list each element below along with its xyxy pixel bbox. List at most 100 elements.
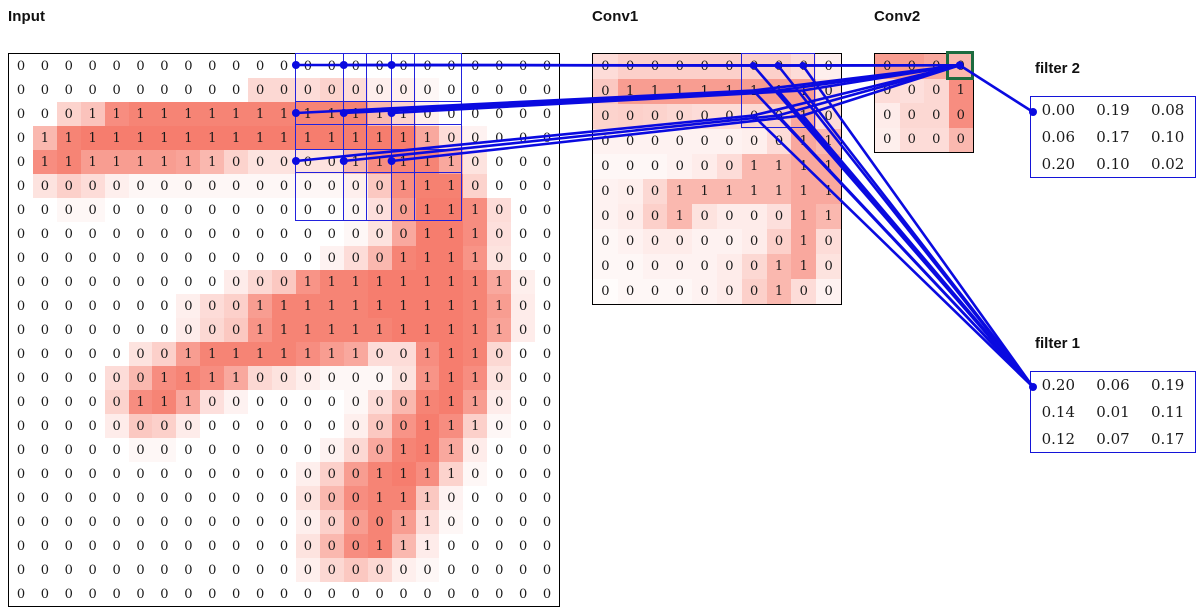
grid-cell: 0 (487, 582, 512, 606)
filter-cell: 0.20 (1041, 154, 1076, 173)
grid-cell: 0 (717, 279, 742, 304)
filter-cell: 0.10 (1150, 127, 1185, 146)
grid-cell: 0 (56, 462, 81, 486)
grid-cell: 0 (367, 390, 392, 414)
filter-1-title: filter 1 (1035, 335, 1081, 352)
grid-cell: 0 (367, 78, 392, 102)
grid-cell: 1 (272, 318, 296, 342)
grid-cell: 0 (343, 390, 368, 414)
grid-cell: 0 (295, 174, 320, 198)
grid-cell: 0 (667, 279, 693, 304)
grid-cell: 0 (367, 54, 392, 78)
grid-cell: 0 (9, 366, 33, 390)
conv2-target-highlight[interactable] (945, 51, 974, 80)
grid-cell: 1 (200, 366, 225, 390)
grid-cell: 1 (176, 390, 201, 414)
grid-cell: 0 (415, 582, 440, 606)
grid-cell: 0 (391, 78, 416, 102)
grid-cell: 0 (367, 558, 392, 582)
grid-cell: 1 (741, 154, 767, 179)
grid-cell: 0 (319, 198, 344, 222)
grid-cell: 0 (511, 390, 536, 414)
grid-cell: 0 (487, 366, 512, 390)
grid-cell: 0 (439, 558, 464, 582)
grid-cell: 0 (367, 510, 392, 534)
grid-cell: 0 (535, 294, 559, 318)
grid-cell: 0 (80, 78, 105, 102)
grid-cell: 0 (104, 438, 129, 462)
grid-cell: 0 (9, 294, 33, 318)
filter-1-matrix[interactable]: 0.20 0.06 0.19 0.14 0.01 0.11 0.12 0.07 0.17 (1030, 371, 1196, 453)
grid-cell: 1 (295, 126, 320, 150)
grid-cell: 0 (487, 126, 512, 150)
grid-cell: 1 (343, 294, 368, 318)
grid-cell: 0 (667, 54, 693, 79)
grid-cell: 0 (642, 154, 668, 179)
grid-cell: 0 (200, 198, 225, 222)
grid-cell: 0 (487, 462, 512, 486)
grid-cell: 0 (200, 582, 225, 606)
grid-cell: 0 (717, 154, 742, 179)
grid-cell: 0 (535, 582, 559, 606)
grid-cell: 0 (667, 154, 693, 179)
grid-cell: 0 (487, 438, 512, 462)
grid-cell: 0 (56, 198, 81, 222)
grid-cell: 0 (56, 342, 81, 366)
filter-2-matrix[interactable]: 0.00 0.19 0.08 0.06 0.17 0.10 0.20 0.10 0.02 (1030, 96, 1196, 178)
grid-cell: 0 (200, 294, 225, 318)
grid-cell: 0 (80, 198, 105, 222)
grid-cell: 1 (791, 154, 817, 179)
grid-cell: 1 (319, 126, 344, 150)
grid-cell: 0 (535, 150, 559, 174)
grid-cell: 0 (717, 129, 742, 154)
grid-cell: 0 (948, 103, 973, 128)
grid-cell: 0 (248, 366, 273, 390)
grid-cell: 0 (439, 102, 464, 126)
grid-cell: 1 (439, 414, 464, 438)
grid-cell: 0 (80, 54, 105, 78)
grid-cell: 0 (511, 510, 536, 534)
grid-cell: 1 (152, 366, 177, 390)
grid-cell: 1 (816, 179, 841, 204)
grid-cell: 0 (667, 254, 693, 279)
grid-cell: 0 (56, 582, 81, 606)
grid-cell: 0 (511, 294, 536, 318)
grid-cell: 0 (617, 229, 643, 254)
grid-cell: 0 (463, 486, 488, 510)
grid-cell: 0 (104, 342, 129, 366)
grid-cell: 0 (487, 150, 512, 174)
grid-cell: 0 (511, 534, 536, 558)
grid-cell: 1 (367, 486, 392, 510)
grid-cell: 0 (32, 54, 57, 78)
grid-cell: 0 (200, 390, 225, 414)
grid-cell: 0 (200, 78, 225, 102)
grid-cell: 0 (343, 78, 368, 102)
grid-cell: 0 (415, 558, 440, 582)
grid-cell: 1 (415, 294, 440, 318)
grid-cell: 0 (80, 438, 105, 462)
grid-cell: 0 (319, 414, 344, 438)
grid-cell: 1 (667, 179, 693, 204)
grid-cell: 1 (415, 150, 440, 174)
grid-cell: 1 (152, 102, 177, 126)
filter-cell: 0.17 (1096, 127, 1130, 146)
grid-cell: 0 (535, 102, 559, 126)
grid-cell: 0 (9, 78, 33, 102)
grid-cell: 0 (80, 558, 105, 582)
grid-cell: 0 (617, 179, 643, 204)
grid-cell: 0 (80, 174, 105, 198)
grid-cell: 1 (32, 126, 57, 150)
grid-cell: 0 (152, 318, 177, 342)
grid-cell: 0 (200, 174, 225, 198)
grid-cell: 1 (791, 104, 817, 129)
grid-cell: 0 (56, 366, 81, 390)
grid-cell: 0 (899, 54, 924, 79)
grid-cell: 0 (535, 222, 559, 246)
grid-cell: 1 (152, 390, 177, 414)
grid-cell: 0 (319, 510, 344, 534)
grid-cell: 0 (152, 270, 177, 294)
grid-cell: 0 (343, 414, 368, 438)
grid-cell: 0 (875, 127, 900, 152)
